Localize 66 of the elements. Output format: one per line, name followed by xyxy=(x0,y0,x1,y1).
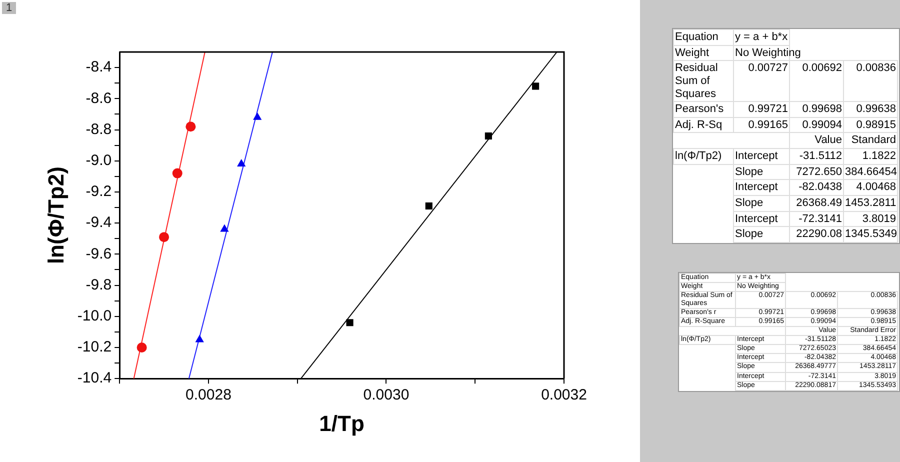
y-tick-label: -9.2 xyxy=(86,183,112,200)
text: -82.0438 xyxy=(798,181,842,194)
x-tick-label: 0.0030 xyxy=(363,386,410,404)
point xyxy=(220,224,229,232)
text: y = a + b*x xyxy=(735,31,788,43)
point xyxy=(136,342,147,352)
y-tick-label: -9.0 xyxy=(86,152,112,170)
y-tick-label: -8.4 xyxy=(86,58,112,76)
point xyxy=(237,158,246,166)
text: 0.99094 xyxy=(802,118,842,131)
point xyxy=(346,319,354,326)
y-axis-title: ln(Φ/Tp2) xyxy=(43,166,68,264)
text: Value xyxy=(814,134,842,146)
text: Slope xyxy=(735,166,764,178)
x-tick-label: 0.0032 xyxy=(541,386,587,404)
point xyxy=(195,334,204,342)
text: 22290.08 xyxy=(796,228,842,240)
y-tick-label: -9.6 xyxy=(86,245,112,262)
point xyxy=(159,232,170,242)
text: 0.98915 xyxy=(856,118,896,131)
text: Weight xyxy=(675,46,710,59)
text: Residual Sum of Squares xyxy=(675,62,718,100)
point xyxy=(425,202,432,210)
text: Intercept xyxy=(735,212,778,225)
text: 384.66454 xyxy=(845,166,897,178)
y-tick-label: -10.4 xyxy=(77,370,112,387)
text: 1345.5349 xyxy=(845,228,897,240)
text: 0.99721 xyxy=(748,103,788,116)
text: -72.3141 xyxy=(798,212,842,225)
point xyxy=(253,112,262,120)
point xyxy=(186,122,196,132)
text: ln(Φ/Tp2) xyxy=(675,150,722,162)
text: Adj. R-Sq xyxy=(675,118,722,131)
y-tick-label: -8.6 xyxy=(86,90,112,107)
text: Intercept xyxy=(735,181,778,194)
text: 0.99165 xyxy=(748,118,788,131)
text: Intercept xyxy=(735,150,778,162)
text: No Weighting xyxy=(735,46,801,59)
point xyxy=(532,82,540,90)
point xyxy=(484,132,492,140)
y-tick-label: -9.8 xyxy=(86,276,112,294)
x-axis-title: 1/Tp xyxy=(319,410,364,436)
text: 4.00468 xyxy=(856,181,896,194)
text: Slope xyxy=(735,228,764,240)
text: 1.1822 xyxy=(862,150,896,162)
text: 0.00727 xyxy=(748,62,788,74)
text: Equation xyxy=(675,31,718,43)
text: 0.00836 xyxy=(856,62,896,74)
text: 3.8019 xyxy=(862,212,896,225)
text: 26368.49 xyxy=(796,197,842,210)
y-tick-label: -9.4 xyxy=(86,214,112,232)
text: Standard xyxy=(851,134,896,146)
text: 0.99638 xyxy=(856,103,896,116)
x-tick-label: 0.0028 xyxy=(186,386,232,404)
text: 0.00692 xyxy=(802,62,842,74)
text: -31.5112 xyxy=(799,150,842,162)
y-tick-label: -8.8 xyxy=(86,120,112,138)
text: Pearson's xyxy=(675,103,724,116)
text: Slope xyxy=(735,197,764,210)
point xyxy=(172,168,182,178)
text: 7272.650 xyxy=(796,166,842,178)
text: 1453.2811 xyxy=(845,197,896,210)
y-tick-label: -10.0 xyxy=(77,308,112,325)
text: 0.99698 xyxy=(802,103,842,116)
y-tick-label: -10.2 xyxy=(77,338,112,356)
text: 1 xyxy=(2,2,16,14)
